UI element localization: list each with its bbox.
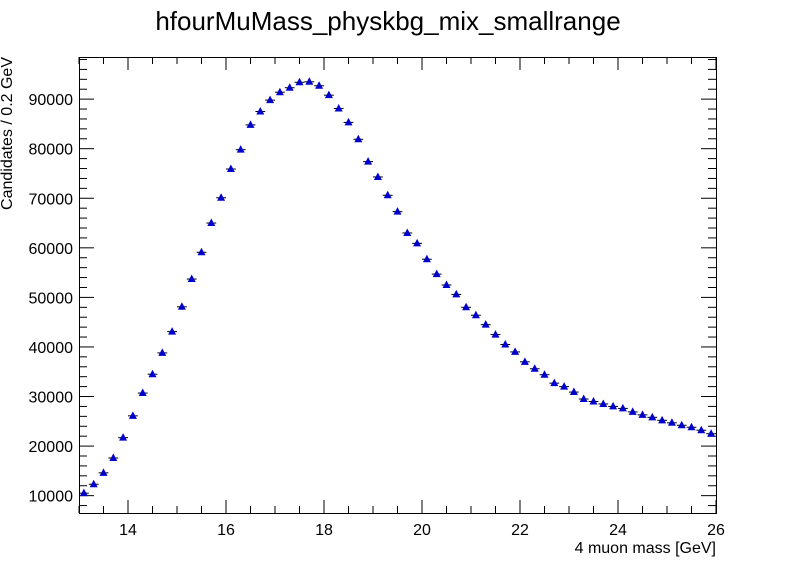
- data-point: [265, 95, 275, 104]
- data-point: [226, 164, 236, 173]
- x-axis-title: 4 muon mass [GeV]: [575, 540, 716, 557]
- data-point: [637, 410, 648, 418]
- data-point: [588, 396, 599, 405]
- data-point: [510, 347, 520, 355]
- data-point: [549, 378, 560, 387]
- y-tick-label: 40000: [29, 340, 74, 357]
- chart-title: hfourMuMass_physkbg_mix_smallrange: [155, 6, 620, 36]
- data-point: [294, 77, 305, 86]
- y-tick-label: 50000: [29, 290, 74, 307]
- y-axis-title: Candidates / 0.2 GeV: [0, 57, 16, 210]
- y-tick-label: 10000: [29, 489, 74, 506]
- data-point: [667, 418, 677, 426]
- x-tick-label: 26: [707, 522, 725, 539]
- data-point: [343, 117, 354, 126]
- data-point: [98, 468, 109, 476]
- data-point: [284, 83, 295, 91]
- y-tick-label: 20000: [29, 439, 74, 456]
- y-tick-label: 70000: [29, 191, 74, 208]
- data-point: [157, 348, 168, 356]
- data-point: [696, 425, 707, 434]
- data-point: [314, 81, 324, 89]
- data-point: [608, 401, 618, 410]
- data-point: [88, 479, 99, 488]
- data-point: [196, 247, 207, 256]
- data-point: [422, 254, 432, 263]
- data-point: [676, 420, 687, 429]
- data-point: [451, 289, 462, 298]
- data-point: [255, 107, 266, 115]
- data-point: [471, 310, 481, 319]
- data-point: [559, 382, 569, 390]
- data-point: [627, 407, 638, 415]
- data-point: [441, 280, 452, 288]
- data-point: [167, 327, 177, 335]
- y-tick-label: 90000: [29, 92, 74, 109]
- x-tick-label: 16: [217, 522, 235, 539]
- data-point: [128, 411, 138, 419]
- y-tick-label: 30000: [29, 390, 74, 407]
- data-point: [382, 190, 393, 199]
- data-point: [578, 394, 589, 402]
- x-tick-label: 14: [119, 522, 137, 539]
- data-point: [520, 357, 530, 365]
- data-point: [245, 120, 256, 128]
- data-point: [500, 339, 511, 348]
- data-point: [461, 302, 471, 311]
- data-point: [402, 228, 413, 236]
- data-point: [480, 320, 491, 328]
- data-point: [177, 302, 187, 310]
- data-point: [686, 422, 697, 431]
- data-point: [657, 415, 667, 424]
- data-point: [647, 412, 658, 421]
- data-point: [373, 172, 383, 180]
- x-tick-label: 18: [315, 522, 333, 539]
- data-point: [431, 269, 442, 278]
- data-point: [118, 433, 128, 441]
- data-point: [490, 330, 501, 338]
- data-point: [304, 77, 315, 85]
- data-point: [363, 157, 373, 165]
- data-point: [392, 207, 403, 215]
- data-point: [569, 387, 579, 396]
- data-points: [79, 77, 716, 497]
- data-point: [333, 104, 344, 112]
- data-point: [186, 274, 197, 283]
- data-point: [79, 488, 89, 497]
- data-point: [706, 429, 716, 437]
- data-point: [147, 369, 158, 378]
- data-point: [275, 87, 285, 96]
- x-tick-label: 22: [511, 522, 529, 539]
- data-point: [412, 238, 422, 247]
- data-point: [353, 134, 364, 143]
- data-point: [324, 90, 334, 99]
- data-point: [598, 399, 609, 407]
- x-tick-label: 24: [609, 522, 627, 539]
- data-point: [108, 453, 119, 461]
- data-point: [539, 370, 550, 378]
- y-tick-label: 60000: [29, 241, 74, 258]
- x-axis: 14 16 18 20 22 24 26: [78, 57, 725, 539]
- data-point: [529, 364, 540, 372]
- data-point: [206, 218, 217, 227]
- plot-frame: [79, 57, 717, 514]
- y-tick-label: 80000: [29, 142, 74, 159]
- data-point: [216, 193, 226, 201]
- x-tick-label: 20: [413, 522, 431, 539]
- data-point: [137, 388, 148, 397]
- data-point: [618, 403, 628, 412]
- y-axis: 10000 20000 30000 40000 50000 60000 70000 80000…: [29, 58, 716, 507]
- data-point: [235, 145, 246, 153]
